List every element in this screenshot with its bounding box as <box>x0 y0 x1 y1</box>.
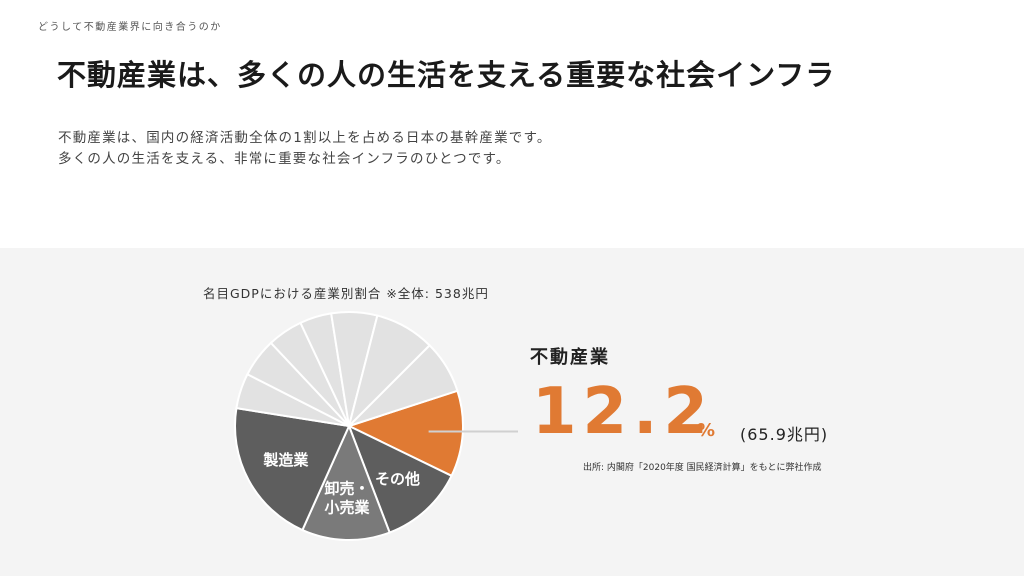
pie-slice-0 <box>346 389 464 478</box>
source-note: 出所: 内閣府「2020年度 国民経済計算」をもとに弊社作成 <box>583 463 822 473</box>
pie-label-3: 製造業 <box>262 451 309 469</box>
pie-slice-1 <box>347 423 453 534</box>
highlight-amount: (65.9兆円) <box>740 425 829 444</box>
pie-label-2: 卸売・小売業 <box>324 479 370 516</box>
pie-slice-2 <box>301 423 391 541</box>
page-title: 不動産業は、多くの人の生活を支える重要な社会インフラ <box>57 58 836 92</box>
lead-text: 不動産業は、国内の経済活動全体の1割以上を占める日本の基幹産業です。 多くの人の… <box>58 128 552 170</box>
chart-panel <box>0 248 1024 576</box>
lead-line-2: 多くの人の生活を支える、非常に重要な社会インフラのひとつです。 <box>58 151 511 167</box>
lead-line-1: 不動産業は、国内の経済活動全体の1割以上を占める日本の基幹産業です。 <box>58 130 552 146</box>
pie-label-1: その他 <box>375 470 420 488</box>
highlight-value: 12.2 <box>532 375 714 449</box>
chart-title: 名目GDPにおける産業別割合 ※全体: 538兆円 <box>203 286 489 301</box>
breadcrumb: どうして不動産業界に向き合うのか <box>38 22 222 33</box>
pie-slice-10 <box>348 343 459 427</box>
pie-slice-3 <box>234 407 351 532</box>
pie-slices <box>234 311 464 541</box>
highlight-unit: % <box>697 420 716 441</box>
highlight-label: 不動産業 <box>530 347 610 368</box>
